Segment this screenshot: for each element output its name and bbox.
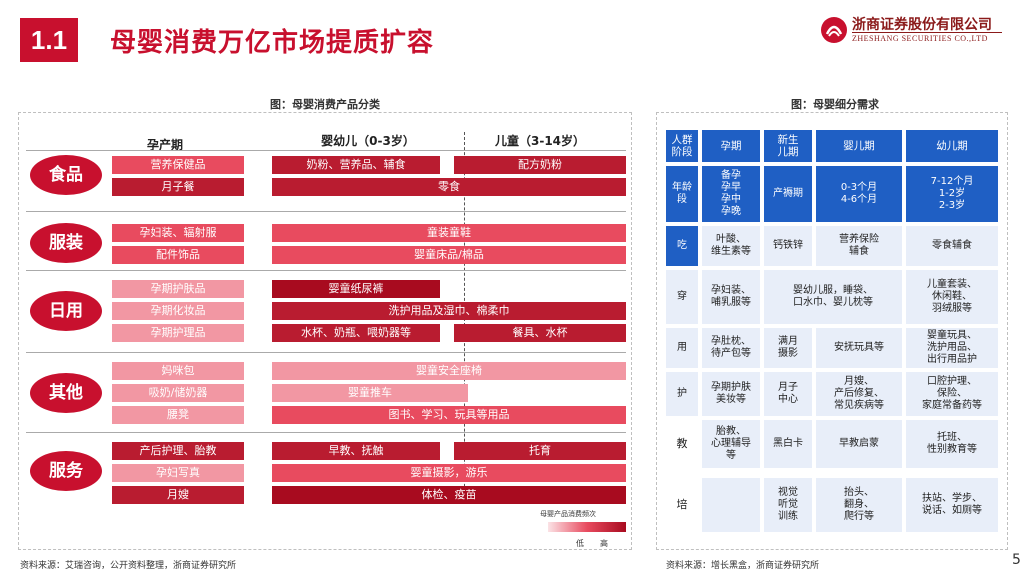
freq-bar: 体检、疫苗 [272, 486, 626, 504]
page-number: 5 [1012, 552, 1021, 568]
divider-line [26, 211, 626, 212]
table-cell: 满月 摄影 [764, 328, 812, 368]
legend-low: 低 [576, 539, 584, 548]
table-cell: 钙铁锌 [764, 226, 812, 266]
table-header-cell: 幼儿期 [906, 130, 998, 162]
table-cell: 早教启蒙 [816, 420, 902, 468]
freq-bar: 吸奶/储奶器 [112, 384, 244, 402]
logo-icon [821, 17, 847, 43]
legend-title: 母婴产品消费频次 [540, 510, 596, 518]
logo-underline [852, 32, 1002, 33]
freq-bar: 产后护理、胎教 [112, 442, 244, 460]
freq-bar: 婴童纸尿裤 [272, 280, 440, 298]
table-cell: 叶酸、 维生素等 [702, 226, 760, 266]
table-cell: 营养保险 辅食 [816, 226, 902, 266]
freq-bar: 早教、抚触 [272, 442, 440, 460]
freq-bar: 孕期护肤品 [112, 280, 244, 298]
row-label: 护 [666, 372, 698, 416]
row-label: 年龄 段 [666, 166, 698, 222]
table-cell: 0-3个月 4-6个月 [816, 166, 902, 222]
page-title: 母婴消费万亿市场提质扩容 [110, 28, 435, 58]
table-cell: 儿童套装、 休闲鞋、 羽绒服等 [906, 270, 998, 324]
table-cell: 视觉 听觉 训练 [764, 478, 812, 532]
col-head-infant: 婴幼儿（0-3岁） [321, 134, 415, 148]
freq-bar: 水杯、奶瓶、喂奶器等 [272, 324, 440, 342]
section-badge: 1.1 [20, 18, 78, 62]
left-panel-title: 图：母婴消费产品分类 [270, 98, 380, 111]
freq-bar: 配方奶粉 [454, 156, 626, 174]
freq-bar: 洗护用品及湿巾、棉柔巾 [272, 302, 626, 320]
logo-en-text: ZHESHANG SECURITIES CO.,LTD [852, 34, 988, 43]
col-head-pregnancy: 孕产期 [146, 138, 183, 152]
freq-bar: 月嫂 [112, 486, 244, 504]
table-header-cell: 新生 儿期 [764, 130, 812, 162]
freq-bar: 奶粉、营养品、辅食 [272, 156, 440, 174]
freq-bar: 餐具、水杯 [454, 324, 626, 342]
product-classification-panel [18, 112, 632, 550]
freq-bar: 孕期护理品 [112, 324, 244, 342]
table-cell: 月嫂、 产后修复、 常见疾病等 [816, 372, 902, 416]
freq-bar: 月子餐 [112, 178, 244, 196]
table-cell [702, 478, 760, 532]
table-cell: 产褥期 [764, 166, 812, 222]
table-cell: 扶站、学步、 说话、如厕等 [906, 478, 998, 532]
table-cell: 安抚玩具等 [816, 328, 902, 368]
freq-bar: 童装童鞋 [272, 224, 626, 242]
freq-bar: 营养保健品 [112, 156, 244, 174]
table-cell: 孕妇装、 哺乳服等 [702, 270, 760, 324]
category-service: 服务 [30, 451, 102, 491]
freq-bar: 图书、学习、玩具等用品 [272, 406, 626, 424]
table-cell: 7-12个月 1-2岁 2-3岁 [906, 166, 998, 222]
freq-bar: 孕期化妆品 [112, 302, 244, 320]
company-logo: 浙商证券股份有限公司 ZHESHANG SECURITIES CO.,LTD [820, 14, 1010, 54]
freq-bar: 妈咪包 [112, 362, 244, 380]
freq-bar: 婴童安全座椅 [272, 362, 626, 380]
table-cell: 备孕 孕早 孕中 孕晚 [702, 166, 760, 222]
table-cell: 婴童玩具、 洗护用品、 出行用品护 [906, 328, 998, 368]
table-cell: 口腔护理、 保险、 家庭常备药等 [906, 372, 998, 416]
col-head-child: 儿童（3-14岁） [494, 134, 586, 148]
divider-line [26, 432, 626, 433]
freq-bar: 配件饰品 [112, 246, 244, 264]
table-cell: 零食辅食 [906, 226, 998, 266]
legend-high: 高 [600, 539, 608, 548]
table-header-cell: 人群 阶段 [666, 130, 698, 162]
freq-bar: 腰凳 [112, 406, 244, 424]
row-label: 用 [666, 328, 698, 368]
row-label: 穿 [666, 270, 698, 324]
freq-bar: 婴童床品/棉品 [272, 246, 626, 264]
category-clothing: 服装 [30, 223, 102, 263]
freq-bar: 孕妇装、辐射服 [112, 224, 244, 242]
table-header-cell: 孕期 [702, 130, 760, 162]
source-note-right: 资料来源：增长黑盒，浙商证券研究所 [666, 561, 820, 571]
table-cell: 月子 中心 [764, 372, 812, 416]
row-label: 培 [666, 478, 698, 532]
freq-bar: 托育 [454, 442, 626, 460]
row-label: 教 [666, 420, 698, 468]
freq-bar: 零食 [272, 178, 626, 196]
freq-bar: 婴童推车 [272, 384, 468, 402]
table-cell: 婴幼儿服，睡袋、 口水巾、婴儿枕等 [764, 270, 902, 324]
legend-gradient [548, 522, 626, 532]
table-cell: 孕肚枕、 待产包等 [702, 328, 760, 368]
freq-bar: 孕妇写真 [112, 464, 244, 482]
table-cell: 抬头、 翻身、 爬行等 [816, 478, 902, 532]
table-header-cell: 婴儿期 [816, 130, 902, 162]
category-food: 食品 [30, 155, 102, 195]
table-cell: 胎教、 心理辅导 等 [702, 420, 760, 468]
table-cell: 托班、 性别教育等 [906, 420, 998, 468]
segment-needs-panel [656, 112, 1008, 550]
table-cell: 孕期护肤 美妆等 [702, 372, 760, 416]
divider-line [26, 270, 626, 271]
category-daily: 日用 [30, 291, 102, 331]
divider-line [26, 352, 626, 353]
table-cell: 黑白卡 [764, 420, 812, 468]
row-label: 吃 [666, 226, 698, 266]
source-note-left: 资料来源：艾瑞咨询，公开资料整理，浙商证券研究所 [20, 561, 237, 571]
category-other: 其他 [30, 373, 102, 413]
divider-line [26, 150, 626, 151]
logo-cn-text: 浙商证券股份有限公司 [852, 17, 992, 33]
right-panel-title: 图：母婴细分需求 [791, 98, 879, 111]
freq-bar: 婴童摄影，游乐 [272, 464, 626, 482]
